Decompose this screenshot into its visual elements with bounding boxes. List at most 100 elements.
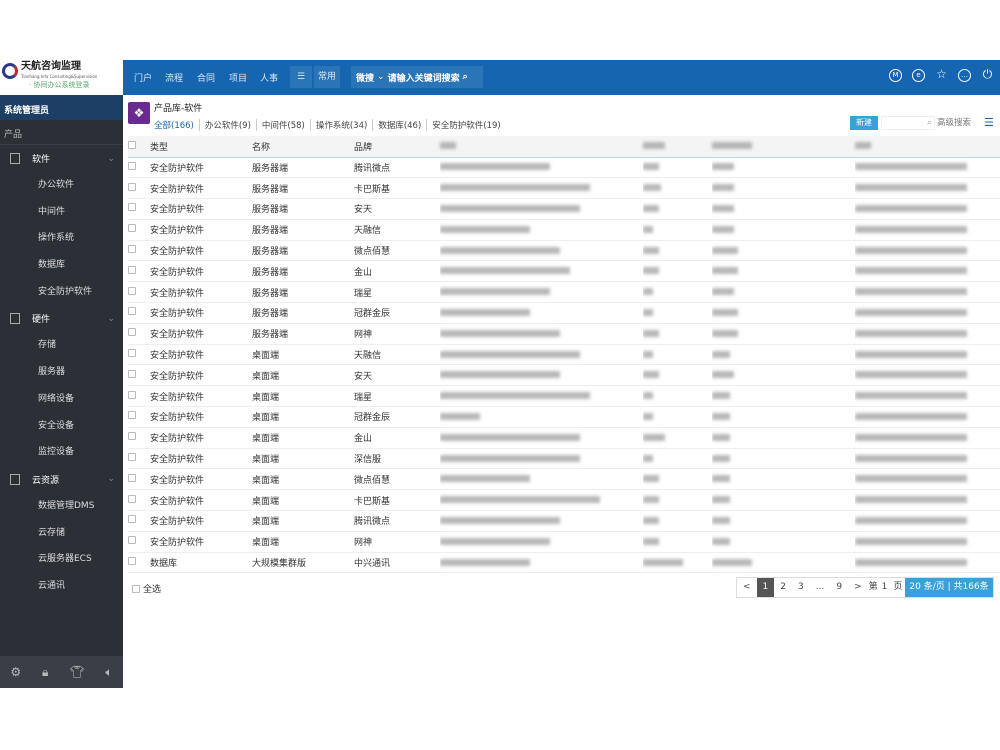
table-row[interactable]: 安全防护软件 服务器端 安天 <box>128 198 1000 220</box>
table-row[interactable]: 安全防护软件 服务器端 卡巴斯基 <box>128 177 1000 200</box>
new-button[interactable]: 新建 <box>850 116 878 130</box>
table-row[interactable]: 安全防护软件 桌面端 微点佰慧 <box>128 468 1000 491</box>
row-checkbox[interactable] <box>128 203 136 212</box>
filter-search-input[interactable]: ⌕ <box>881 116 935 130</box>
nav-project[interactable]: 项目 <box>229 74 248 84</box>
shirt-icon[interactable]: 👕︎ <box>69 665 85 679</box>
m-circle-icon[interactable]: M <box>889 69 902 82</box>
select-all-label[interactable]: 全选 <box>143 585 162 595</box>
row-checkbox[interactable] <box>128 161 136 170</box>
tab-middleware[interactable]: 中间件(58) <box>255 119 310 131</box>
col-name[interactable]: 名称 <box>252 136 354 158</box>
col-brand[interactable]: 品牌 <box>354 136 440 158</box>
table-row[interactable]: 安全防护软件 服务器端 瑞星 <box>128 281 1000 304</box>
table-row[interactable]: 安全防护软件 服务器端 腾讯微点 <box>128 157 1000 179</box>
row-checkbox[interactable] <box>128 286 136 295</box>
row-checkbox[interactable] <box>128 224 136 233</box>
more-circle-icon[interactable]: … <box>958 69 971 82</box>
page-9[interactable]: 9 <box>836 582 843 592</box>
row-checkbox[interactable] <box>128 411 136 420</box>
row-checkbox[interactable] <box>128 182 136 191</box>
table-row[interactable]: 安全防护软件 桌面端 腾讯微点 <box>128 510 1000 532</box>
col-type[interactable]: 类型 <box>150 136 252 158</box>
table-row[interactable]: 安全防护软件 服务器端 冠群金辰 <box>128 302 1000 324</box>
row-checkbox[interactable] <box>128 432 136 441</box>
page-size-select[interactable]: 20 条/页 | 共166条 <box>905 578 993 597</box>
header-checkbox[interactable] <box>128 140 136 149</box>
table-row[interactable]: 安全防护软件 服务器端 网神 <box>128 323 1000 345</box>
tab-all[interactable]: 全部(166) <box>154 121 194 131</box>
table-row[interactable]: 安全防护软件 服务器端 微点佰慧 <box>128 240 1000 262</box>
nav-portal[interactable]: 门户 <box>134 74 153 84</box>
menu-icon[interactable]: ☰ <box>290 66 312 88</box>
sidebar-item[interactable]: 服务器 <box>38 367 66 378</box>
row-checkbox[interactable] <box>128 390 136 399</box>
search-icon[interactable]: ⌕ <box>462 72 468 82</box>
row-checkbox[interactable] <box>128 494 136 503</box>
power-icon[interactable]: ⏻ <box>982 67 993 81</box>
sidebar-item[interactable]: 云服务器ECS <box>38 554 92 565</box>
row-checkbox[interactable] <box>128 245 136 254</box>
row-checkbox[interactable] <box>128 265 136 274</box>
sidebar-group[interactable]: 云资源 ⌄ <box>0 466 123 493</box>
row-checkbox[interactable] <box>128 557 136 566</box>
table-row[interactable]: 安全防护软件 桌面端 瑞星 <box>128 385 1000 408</box>
row-checkbox[interactable] <box>128 515 136 524</box>
table-row[interactable]: 安全防护软件 桌面端 网神 <box>128 531 1000 553</box>
table-row[interactable]: 数据库 大规模集群版 中兴通讯 <box>128 552 1000 574</box>
sidebar-item[interactable]: 中间件 <box>38 206 66 217</box>
sidebar-item[interactable]: 安全设备 <box>38 420 75 431</box>
sidebar-item[interactable]: 云通讯 <box>38 580 66 591</box>
sidebar-group[interactable]: 硬件 ⌄ <box>0 305 123 332</box>
page-2[interactable]: 2 <box>780 582 787 592</box>
tab-os[interactable]: 操作系统(34) <box>309 119 372 131</box>
r-circle-icon[interactable]: e <box>912 69 925 82</box>
sidebar-group[interactable]: 软件 ⌄ <box>0 145 123 172</box>
table-row[interactable]: 安全防护软件 桌面端 深信服 <box>128 448 1000 470</box>
search-scope[interactable]: 微搜 <box>356 73 375 84</box>
settings-icon[interactable]: ⚙ <box>10 665 22 679</box>
row-checkbox[interactable] <box>128 307 136 316</box>
sidebar-item[interactable]: 数据库 <box>38 260 66 271</box>
chevron-down-icon[interactable]: ⌄ <box>377 72 385 82</box>
row-checkbox[interactable] <box>128 473 136 482</box>
page-1[interactable]: 1 <box>756 578 775 597</box>
nav-workflow[interactable]: 流程 <box>165 74 184 84</box>
goto-page-input[interactable]: 1 <box>881 582 888 592</box>
speaker-icon[interactable]: 🔈︎ <box>105 664 113 679</box>
list-view-icon[interactable]: ☰ <box>984 116 994 129</box>
prev-page-button[interactable]: < <box>743 582 751 592</box>
table-row[interactable]: 安全防护软件 桌面端 卡巴斯基 <box>128 489 1000 512</box>
table-row[interactable]: 安全防护软件 桌面端 安天 <box>128 364 1000 387</box>
row-checkbox[interactable] <box>128 328 136 337</box>
table-row[interactable]: 安全防护软件 桌面端 金山 <box>128 427 1000 449</box>
row-checkbox[interactable] <box>128 453 136 462</box>
row-checkbox[interactable] <box>128 536 136 545</box>
sidebar-item[interactable]: 网络设备 <box>38 393 75 404</box>
row-checkbox[interactable] <box>128 369 136 378</box>
advanced-search-link[interactable]: 高级搜索 <box>937 118 972 128</box>
sidebar-item[interactable]: 安全防护软件 <box>38 286 93 297</box>
nav-hr[interactable]: 人事 <box>260 74 279 84</box>
table-row[interactable]: 安全防护软件 桌面端 冠群金辰 <box>128 406 1000 428</box>
row-checkbox[interactable] <box>128 349 136 358</box>
select-all-checkbox[interactable] <box>132 584 140 593</box>
sidebar-item[interactable]: 监控设备 <box>38 447 75 458</box>
common-button[interactable]: 常用 <box>314 66 340 88</box>
sidebar-item[interactable]: 操作系统 <box>38 233 75 244</box>
tab-security[interactable]: 安全防护软件(19) <box>426 119 505 131</box>
tab-database[interactable]: 数据库(46) <box>372 119 426 131</box>
sidebar-item[interactable]: 云存储 <box>38 527 66 538</box>
search-input[interactable]: 请输入关键词搜索 <box>387 73 460 84</box>
next-page-button[interactable]: > <box>854 582 862 592</box>
table-row[interactable]: 安全防护软件 服务器端 天融信 <box>128 219 1000 241</box>
sidebar-item[interactable]: 存储 <box>38 340 57 351</box>
tab-office[interactable]: 办公软件(9) <box>198 119 256 131</box>
lock-icon[interactable]: 🔒︎ <box>42 664 49 679</box>
star-icon[interactable]: ☆ <box>936 67 947 81</box>
table-row[interactable]: 安全防护软件 服务器端 金山 <box>128 260 1000 283</box>
sidebar-item[interactable]: 办公软件 <box>38 180 75 190</box>
search-bar[interactable]: 微搜 ⌄ 请输入关键词搜索 ⌕ <box>351 66 483 88</box>
table-row[interactable]: 安全防护软件 桌面端 天融信 <box>128 344 1000 366</box>
page-3[interactable]: 3 <box>798 582 804 592</box>
